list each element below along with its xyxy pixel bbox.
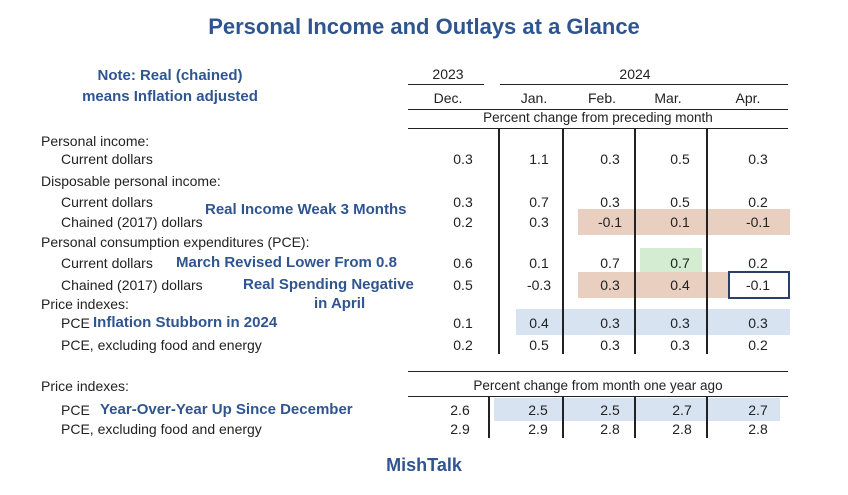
value-cell: 0.5 bbox=[453, 277, 473, 293]
annotation-yoy: Year-Over-Year Up Since December bbox=[100, 401, 353, 418]
month-dec: Dec. bbox=[433, 90, 463, 106]
row-label-dpi-current: Current dollars bbox=[61, 194, 153, 210]
section1-header: Percent change from preceding month bbox=[483, 110, 713, 125]
row-label-price-indexes: Price indexes: bbox=[41, 296, 129, 312]
row-label-pce-chained: Chained (2017) dollars bbox=[61, 277, 203, 293]
value-cell: 0.7 bbox=[670, 255, 690, 271]
value-cell: 0.3 bbox=[748, 315, 768, 331]
section2-header: Percent change from month one year ago bbox=[473, 378, 723, 393]
col-divider-yoy-2 bbox=[562, 396, 564, 438]
value-cell: 2.8 bbox=[672, 421, 692, 437]
highlight-box-april-spending bbox=[728, 271, 790, 299]
value-cell: 2.9 bbox=[450, 421, 470, 437]
page-title: Personal Income and Outlays at a Glance bbox=[208, 14, 640, 39]
row-label-disposable-income: Disposable personal income: bbox=[41, 173, 221, 189]
rule-section2 bbox=[408, 396, 788, 397]
value-cell: 0.1 bbox=[453, 315, 473, 331]
value-cell: 0.6 bbox=[453, 255, 473, 271]
row-label-pi-current: Current dollars bbox=[61, 151, 153, 167]
value-cell: 0.3 bbox=[529, 214, 549, 230]
value-cell: -0.3 bbox=[526, 277, 552, 293]
annotation-real-spending-2: in April bbox=[314, 295, 366, 312]
value-cell: 0.3 bbox=[748, 151, 768, 167]
rule-2023 bbox=[408, 84, 484, 85]
value-cell: 0.4 bbox=[529, 315, 549, 331]
value-cell: 2.9 bbox=[528, 421, 548, 437]
value-cell: 0.3 bbox=[600, 194, 620, 210]
value-cell: 0.4 bbox=[670, 277, 690, 293]
highlight-march-revised bbox=[640, 248, 702, 273]
annotation-real-spending-1: Real Spending Negative bbox=[243, 276, 414, 293]
col-divider-3 bbox=[634, 128, 636, 354]
col-divider-yoy-3 bbox=[634, 396, 636, 438]
col-divider-4 bbox=[706, 128, 708, 354]
value-cell: 0.2 bbox=[748, 255, 768, 271]
value-cell: 2.5 bbox=[600, 402, 620, 418]
col-divider-yoy-1 bbox=[488, 396, 490, 438]
rule-section1 bbox=[408, 128, 788, 129]
highlight-real-income bbox=[578, 209, 790, 235]
value-cell: 0.7 bbox=[529, 194, 549, 210]
value-cell: 0.3 bbox=[453, 194, 473, 210]
value-cell: 0.2 bbox=[748, 194, 768, 210]
value-cell: 0.2 bbox=[453, 214, 473, 230]
value-cell: 1.1 bbox=[529, 151, 549, 167]
value-cell: 2.8 bbox=[748, 421, 768, 437]
value-cell: 0.3 bbox=[670, 315, 690, 331]
value-cell: 0.2 bbox=[748, 337, 768, 353]
row-label-personal-income: Personal income: bbox=[41, 133, 150, 149]
highlight-inflation bbox=[516, 309, 790, 335]
value-cell: 0.3 bbox=[670, 337, 690, 353]
value-cell: 0.3 bbox=[600, 151, 620, 167]
year-2024: 2024 bbox=[619, 66, 651, 82]
value-cell: 0.3 bbox=[600, 337, 620, 353]
row-label-yoy-pce-core: PCE, excluding food and energy bbox=[61, 421, 262, 437]
rule-2024 bbox=[500, 84, 788, 85]
highlight-real-spending bbox=[578, 272, 728, 298]
value-cell: 2.5 bbox=[528, 402, 548, 418]
value-cell: 2.6 bbox=[450, 402, 470, 418]
rule-months bbox=[408, 109, 788, 110]
value-cell: 2.7 bbox=[748, 402, 768, 418]
value-cell: -0.1 bbox=[597, 214, 623, 230]
annotation-inflation: Inflation Stubborn in 2024 bbox=[93, 314, 278, 331]
row-label-price-pce-core: PCE, excluding food and energy bbox=[61, 337, 262, 353]
value-cell: 0.1 bbox=[529, 255, 549, 271]
value-cell: 0.1 bbox=[670, 214, 690, 230]
annotation-real-income: Real Income Weak 3 Months bbox=[205, 201, 407, 218]
value-cell: -0.1 bbox=[745, 277, 771, 293]
value-cell: 2.8 bbox=[600, 421, 620, 437]
value-cell: 0.3 bbox=[453, 151, 473, 167]
note-line-2: means Inflation adjusted bbox=[82, 88, 258, 105]
month-mar: Mar. bbox=[654, 90, 682, 106]
rule-section2-top bbox=[408, 371, 788, 372]
col-divider-yoy-4 bbox=[706, 396, 708, 438]
value-cell: 0.5 bbox=[529, 337, 549, 353]
value-cell: 0.7 bbox=[600, 255, 620, 271]
row-label-yoy-pce: PCE bbox=[61, 402, 90, 418]
col-divider-1 bbox=[498, 128, 500, 354]
value-cell: 0.5 bbox=[670, 194, 690, 210]
value-cell: 0.3 bbox=[600, 277, 620, 293]
value-cell: 0.3 bbox=[600, 315, 620, 331]
value-cell: 2.7 bbox=[672, 402, 692, 418]
year-2023: 2023 bbox=[432, 66, 464, 82]
col-divider-2 bbox=[562, 128, 564, 354]
row-label-price-indexes-yoy: Price indexes: bbox=[41, 378, 129, 394]
row-label-pce-current: Current dollars bbox=[61, 255, 153, 271]
row-label-pce: Personal consumption expenditures (PCE): bbox=[41, 234, 310, 250]
highlight-yoy bbox=[494, 398, 780, 421]
value-cell: -0.1 bbox=[745, 214, 771, 230]
row-label-dpi-chained: Chained (2017) dollars bbox=[61, 214, 203, 230]
value-cell: 0.5 bbox=[670, 151, 690, 167]
month-feb: Feb. bbox=[587, 90, 616, 106]
month-jan: Jan. bbox=[520, 90, 548, 106]
footer-brand: MishTalk bbox=[386, 455, 462, 475]
note-line-1: Note: Real (chained) bbox=[97, 67, 243, 84]
row-label-price-pce: PCE bbox=[61, 315, 90, 331]
month-apr: Apr. bbox=[735, 90, 761, 106]
annotation-march-revised: March Revised Lower From 0.8 bbox=[176, 254, 397, 271]
value-cell: 0.2 bbox=[453, 337, 473, 353]
